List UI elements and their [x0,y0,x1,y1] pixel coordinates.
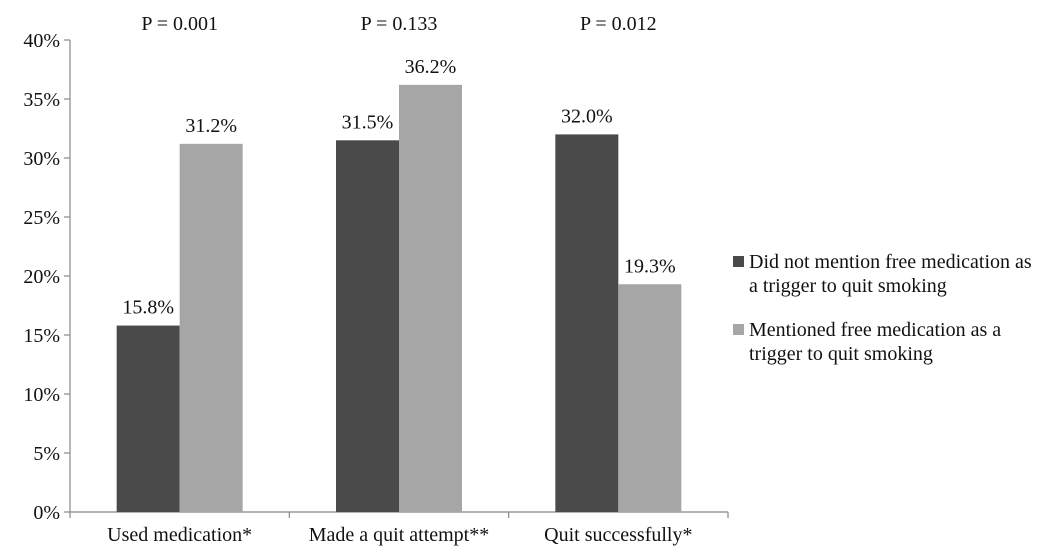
legend-label: Did not mention free medication as a tri… [749,251,1032,297]
legend-swatch-dark [733,256,744,267]
data-label: 31.5% [342,111,394,133]
data-label: 15.8% [122,297,174,319]
bar [116,325,180,512]
p-value-annotation: P = 0.012 [580,13,657,35]
p-value-annotations: P = 0.001 P = 0.133 P = 0.012 [141,13,656,35]
bar [179,143,243,512]
p-value-annotation: P = 0.001 [141,13,218,35]
p-value-annotation: P = 0.133 [361,13,438,35]
legend-item-did-not-mention: Did not mention free medication as a tri… [733,250,1033,298]
x-tick-label: Made a quit attempt** [309,524,490,546]
y-tick-label: 25% [23,207,60,229]
bars: 15.8% 31.2% 31.5% 36.2% 32.0% 19.3% [116,56,682,513]
y-tick-label: 5% [33,443,60,465]
y-tick-label: 15% [23,325,60,347]
data-label: 36.2% [405,56,457,78]
x-axis: Used medication* Made a quit attempt** Qui… [69,511,729,546]
legend-label: Mentioned free medication as a trigger t… [749,319,1002,365]
data-label: 19.3% [624,255,676,277]
legend: Did not mention free medication as a tri… [733,250,1033,386]
legend-item-mentioned: Mentioned free medication as a trigger t… [733,318,1033,366]
y-tick-label: 30% [23,148,60,170]
legend-swatch-light [733,324,744,335]
data-label: 31.2% [185,115,237,137]
y-tick-label: 10% [23,384,60,406]
bar [399,84,462,512]
bar [336,140,399,513]
y-tick-label: 0% [33,502,60,524]
x-tick-label: Quit successfully* [544,524,692,546]
y-axis: 0% 5% 10% 15% 20% 25% 30% 35% 40% [23,30,71,524]
y-tick-label: 40% [23,30,60,52]
bar [555,134,619,512]
x-tick-label: Used medication* [107,524,252,546]
y-tick-label: 35% [23,89,60,111]
data-label: 32.0% [561,105,613,127]
y-tick-label: 20% [23,266,60,288]
bar [618,284,682,512]
